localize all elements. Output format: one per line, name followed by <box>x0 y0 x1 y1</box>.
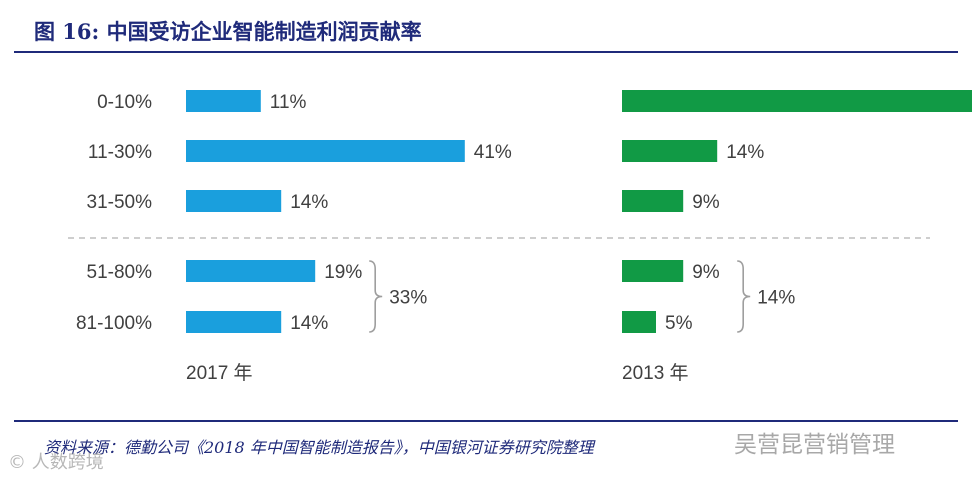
bar-value-label: 9% <box>692 262 720 283</box>
bar-value-label: 14% <box>290 313 328 334</box>
bar-value-label: 11% <box>270 92 307 113</box>
category-label: 81-100% <box>76 313 152 334</box>
title-rule <box>14 51 958 53</box>
group-bracket <box>737 260 751 333</box>
bar-value-label: 9% <box>692 192 720 213</box>
bar-value-label: 19% <box>324 262 362 283</box>
bar <box>622 260 684 282</box>
category-label: 51-80% <box>87 262 153 283</box>
bar <box>622 190 684 212</box>
figure-title: 图 16: 中国受访企业智能制造利润贡献率 <box>34 19 422 44</box>
profit-contribution-chart: 0-10% 11-30% 31-50% 51-80% 81-100% 11% 41% 14% 1… <box>68 90 972 384</box>
watermark-left: © 人数跨境 <box>8 452 104 473</box>
watermark-right: 吴营昆营销管理 <box>734 432 895 458</box>
category-label: 11-30% <box>88 142 152 163</box>
bar <box>186 260 316 282</box>
category-label: 0-10% <box>97 92 152 113</box>
group-total-label: 33% <box>389 288 427 309</box>
bar <box>186 90 261 112</box>
bar-value-label: 41% <box>474 142 512 163</box>
year-label: 2017 年 <box>186 362 253 384</box>
source-note: 资料来源：德勤公司《2018 年中国智能制造报告》，中国银河证券研究院整理 <box>44 438 594 457</box>
category-label: 31-50% <box>87 192 153 213</box>
bar <box>622 311 656 333</box>
bar <box>622 90 972 112</box>
source-rule <box>14 420 958 422</box>
bar-value-label: 5% <box>665 313 693 334</box>
bar <box>622 140 718 162</box>
bar-value-label: 14% <box>726 142 764 163</box>
bar <box>186 190 282 212</box>
group-total-label: 14% <box>757 288 795 309</box>
bar <box>186 311 282 333</box>
year-label: 2013 年 <box>622 362 689 384</box>
bar-value-label: 14% <box>290 192 328 213</box>
bar <box>186 140 465 162</box>
group-bracket <box>369 260 383 333</box>
